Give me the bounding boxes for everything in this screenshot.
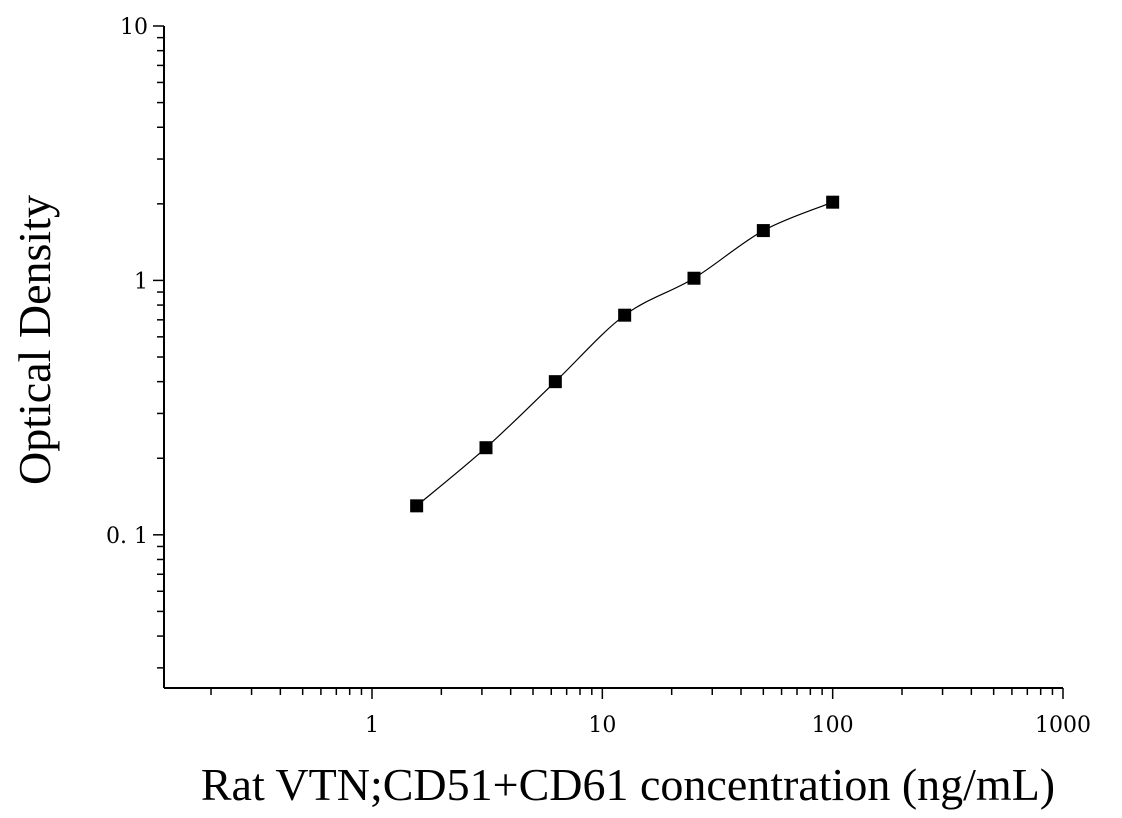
data-point bbox=[618, 308, 632, 322]
data-points bbox=[410, 195, 840, 513]
y-tick-label: 10 bbox=[120, 15, 148, 40]
x-tick-label: 100 bbox=[812, 713, 854, 738]
y-tick-label: 0. 1 bbox=[106, 524, 148, 549]
ticks bbox=[153, 25, 1064, 699]
data-point bbox=[479, 441, 493, 455]
axes bbox=[163, 26, 1063, 689]
y-tick-label: 1 bbox=[134, 269, 148, 294]
x-tick-label: 1 bbox=[365, 713, 379, 738]
data-point bbox=[826, 195, 840, 209]
data-point bbox=[756, 224, 770, 238]
x-tick-label: 1000 bbox=[1035, 713, 1091, 738]
data-point bbox=[548, 375, 562, 389]
data-point bbox=[410, 499, 424, 513]
fit-curve bbox=[416, 201, 833, 507]
y-axis-title: Optical Density bbox=[9, 195, 60, 485]
tick-labels: 1 10 100 1000 0. 1 1 10 bbox=[106, 15, 1091, 738]
x-tick-label: 10 bbox=[588, 713, 616, 738]
data-point bbox=[687, 271, 701, 285]
x-axis-title: Rat VTN;CD51+CD61 concentration (ng/mL) bbox=[201, 759, 1055, 810]
fit-curve-layer bbox=[416, 201, 833, 507]
